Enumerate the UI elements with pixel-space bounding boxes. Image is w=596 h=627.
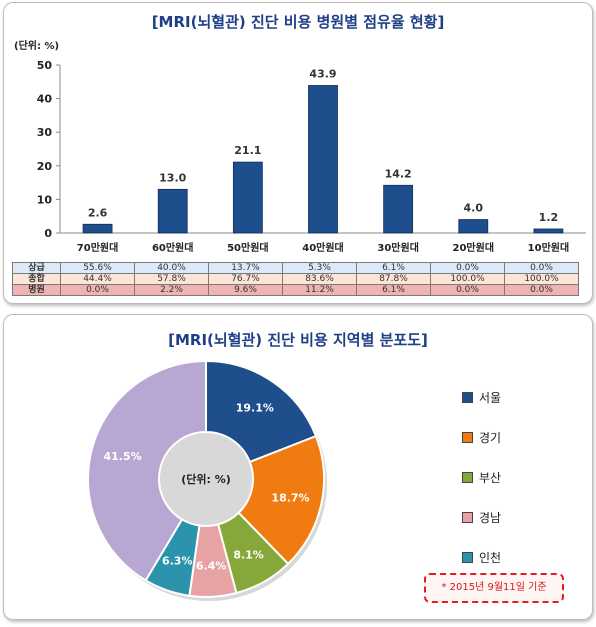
bar-value-label: 2.6 <box>88 206 108 219</box>
donut-slice <box>237 434 325 566</box>
y-tick-label: 0 <box>44 227 52 240</box>
legend-label: 부산 <box>479 470 502 485</box>
legend-item: 경남 <box>462 507 501 527</box>
table-row-header: 상급 <box>12 262 61 274</box>
table-cell: 83.6% <box>282 273 357 285</box>
donut-chart-plot: 19.1% 18.7% 8.1% 6.4%6.3% 41.5% (단위: %) <box>87 359 327 601</box>
donut-slice <box>205 359 318 464</box>
x-category-label: 50만원대 <box>227 241 269 254</box>
donut-chart-title: [MRI(뇌혈관) 진단 비용 지역별 분포도] <box>168 331 428 349</box>
table-cell: 6.1% <box>356 262 431 274</box>
table-cell: 11.2% <box>282 284 357 296</box>
slice-value-label: 6.4% <box>196 559 227 572</box>
bar <box>232 161 263 234</box>
table-row-header: 종합 <box>12 273 61 285</box>
legend-label: 서울 <box>479 390 502 405</box>
bar-chart-title: [MRI(뇌혈관) 진단 비용 병원별 점유율 현황] <box>151 13 445 31</box>
bar-chart-panel: [MRI(뇌혈관) 진단 비용 병원별 점유율 현황] (단위: %) 0 10 2… <box>3 2 593 304</box>
y-tick-label: 20 <box>37 160 53 173</box>
y-tick-label: 40 <box>37 93 53 106</box>
y-tick-label: 50 <box>37 59 53 72</box>
table-cell: 55.6% <box>60 262 135 274</box>
x-category-label: 40만원대 <box>302 241 344 254</box>
bar-value-label: 4.0 <box>464 202 484 215</box>
slice-value-label: 41.5% <box>104 450 142 463</box>
bar <box>157 188 188 234</box>
bar-chart-plot: 0 10 20 30 40 50 2.6 70만원대 13.0 60만원대 21.1 50만원대 43.… <box>37 59 586 254</box>
bar-value-label: 1.2 <box>539 211 559 224</box>
bar-chart-unit-label: (단위: %) <box>14 41 60 52</box>
slice-value-label: 6.3% <box>162 555 193 568</box>
slice-value-label: 8.1% <box>233 548 264 561</box>
legend-item: 경기 <box>462 427 501 447</box>
x-category-label: 70만원대 <box>77 241 119 254</box>
table-cell: 57.8% <box>134 273 209 285</box>
legend-item: 인천 <box>462 547 501 567</box>
bar-value-label: 14.2 <box>385 167 412 180</box>
table-cell: 13.7% <box>208 262 283 274</box>
bar <box>533 228 564 234</box>
legend-swatch <box>462 431 473 443</box>
date-note: * 2015년 9월11일 기준 <box>424 573 564 603</box>
x-category-label: 30만원대 <box>377 241 419 254</box>
table-cell: 44.4% <box>60 273 135 285</box>
slice-value-label: 18.7% <box>271 491 309 504</box>
table-cell: 100.0% <box>504 273 579 285</box>
table-cell: 9.6% <box>208 284 283 296</box>
table-cell: 87.8% <box>356 273 431 285</box>
legend-swatch <box>462 511 473 523</box>
donut-center-label: (단위: %) <box>181 472 231 486</box>
y-tick-label: 30 <box>37 126 53 139</box>
table-cell: 5.3% <box>282 262 357 274</box>
legend-swatch <box>462 471 473 483</box>
bar <box>308 85 338 234</box>
bar <box>82 223 113 234</box>
legend-item: 서울 <box>462 387 501 407</box>
donut-slice <box>87 359 207 582</box>
hospital-share-table: 상급 55.6% 40.0% 13.7% 5.3% 6.1% 0.0% 0.0% 종합 44.4%… <box>12 262 579 296</box>
table-cell: 0.0% <box>504 284 579 296</box>
table-cell: 0.0% <box>430 262 505 274</box>
table-row: 종합 44.4% 57.8% 76.7% 83.6% 87.8% 100.0% 100.0% <box>12 273 579 285</box>
legend-swatch <box>462 391 473 403</box>
bar <box>458 219 489 234</box>
x-category-label: 20만원대 <box>453 241 495 254</box>
table-cell: 0.0% <box>60 284 135 296</box>
legend-label: 경남 <box>479 510 502 525</box>
table-row: 병원 0.0% 2.2% 9.6% 11.2% 6.1% 0.0% 0.0% <box>12 284 579 296</box>
x-category-label: 60만원대 <box>152 241 194 254</box>
table-cell: 40.0% <box>134 262 209 274</box>
bar-value-label: 43.9 <box>309 67 336 80</box>
table-cell: 76.7% <box>208 273 283 285</box>
table-cell: 2.2% <box>134 284 209 296</box>
table-row-header: 병원 <box>12 284 61 296</box>
legend-label: 인천 <box>479 550 502 565</box>
y-tick-label: 10 <box>37 193 53 206</box>
slice-value-label: 19.1% <box>236 402 274 415</box>
bar-value-label: 21.1 <box>234 144 261 157</box>
legend-label: 경기 <box>479 430 502 445</box>
legend-swatch <box>462 551 473 563</box>
bar-value-label: 13.0 <box>159 171 186 184</box>
table-cell: 0.0% <box>504 262 579 274</box>
bar <box>383 184 414 234</box>
legend-item: 부산 <box>462 467 501 487</box>
table-cell: 0.0% <box>430 284 505 296</box>
x-category-label: 10만원대 <box>528 241 570 254</box>
table-cell: 100.0% <box>430 273 505 285</box>
table-cell: 6.1% <box>356 284 431 296</box>
donut-chart-panel: [MRI(뇌혈관) 진단 비용 지역별 분포도] 19.1% 18.7% 8.1% 6… <box>3 314 593 620</box>
table-row: 상급 55.6% 40.0% 13.7% 5.3% 6.1% 0.0% 0.0% <box>12 262 579 274</box>
